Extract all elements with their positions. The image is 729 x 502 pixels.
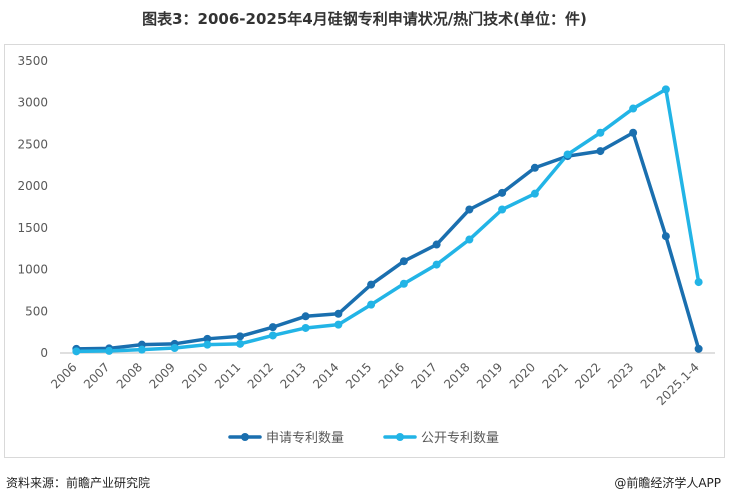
- series-1-point: [203, 334, 212, 343]
- y-tick-label: 3000: [17, 96, 48, 110]
- series-1-point: [432, 240, 441, 249]
- series-1-point: [367, 280, 376, 289]
- x-tick-label: 2018: [441, 360, 472, 391]
- series-2-point: [694, 278, 703, 287]
- series-layer: [72, 85, 703, 356]
- source-note: 资料来源：前瞻产业研究院: [6, 476, 151, 490]
- x-tick-label: 2011: [212, 360, 243, 391]
- series-1-point: [629, 128, 638, 137]
- series-1-point: [661, 232, 670, 241]
- y-tick-label: 2000: [17, 179, 48, 193]
- series-2-point: [170, 343, 179, 352]
- y-tick-label: 0: [40, 346, 48, 360]
- y-tick-label: 500: [25, 304, 48, 318]
- series-2-point: [301, 323, 310, 332]
- y-tick-label: 2500: [17, 137, 48, 151]
- series-2-point: [137, 345, 146, 354]
- series-2-point: [72, 347, 81, 356]
- series-2-point: [629, 104, 638, 113]
- legend-swatch-marker: [241, 433, 249, 441]
- x-tick-label: 2022: [572, 360, 603, 391]
- series-1-point: [334, 309, 343, 318]
- legend-label: 申请专利数量: [266, 431, 344, 446]
- x-tick-label: 2016: [376, 360, 407, 391]
- series-2-point: [432, 260, 441, 269]
- x-tick-label: 2017: [408, 360, 439, 391]
- series-1-point: [465, 205, 474, 214]
- series-2-point: [236, 339, 245, 348]
- x-tick-label: 2023: [605, 360, 636, 391]
- x-tick-label: 2013: [277, 360, 308, 391]
- y-tick-label: 3500: [17, 54, 48, 68]
- brand-note: @前瞻经济学人APP: [614, 476, 721, 490]
- series-2-point: [530, 189, 539, 198]
- series-1-point: [694, 344, 703, 353]
- series-line-2: [74, 87, 701, 354]
- x-tick-label: 2009: [146, 360, 177, 391]
- series-2-point: [334, 320, 343, 329]
- x-tick-label: 2014: [310, 360, 341, 391]
- series-1-point: [530, 163, 539, 172]
- x-tick-label: 2015: [343, 360, 374, 391]
- x-tick-label: 2010: [179, 360, 210, 391]
- series-2-point: [105, 346, 114, 355]
- series-1-point: [268, 323, 277, 332]
- legend-swatch-marker: [396, 433, 404, 441]
- series-2-point: [596, 128, 605, 137]
- x-tick-label: 2008: [114, 360, 145, 391]
- series-1-point: [596, 147, 605, 156]
- series-2-point: [661, 85, 670, 94]
- chart-title: 图表3：2006-2025年4月硅钢专利申请状况/热门技术(单位：件): [142, 10, 587, 28]
- x-tick-label: 2012: [245, 360, 276, 391]
- y-tick-label: 1500: [17, 221, 48, 235]
- legend: 申请专利数量 公开专利数量: [228, 431, 499, 446]
- series-line-1: [74, 130, 701, 351]
- series-1-point: [399, 257, 408, 266]
- series-2-point: [498, 205, 507, 214]
- series-1-point: [301, 312, 310, 321]
- series-2-point: [563, 150, 572, 159]
- series-1-point: [498, 188, 507, 197]
- series-2-point: [465, 235, 474, 244]
- series-2-point: [268, 331, 277, 340]
- series-2-point: [367, 300, 376, 309]
- series-2-point: [203, 340, 212, 349]
- x-tick-label: 2006: [48, 360, 79, 391]
- series-2-point: [399, 279, 408, 288]
- x-tick-label: 2020: [507, 360, 538, 391]
- x-tick-label: 2007: [81, 360, 112, 391]
- x-tick-label: 2021: [539, 360, 570, 391]
- y-tick-label: 1000: [17, 263, 48, 277]
- chart-frame: 0 500 1000 1500 2000 2500 3000 3500 2006 2007 200…: [4, 44, 725, 458]
- x-tick-label: 2019: [474, 360, 505, 391]
- x-axis: 2006 2007 2008 2009 2010 2011 2012 2013 2014 2015…: [48, 352, 715, 408]
- legend-label: 公开专利数量: [421, 431, 499, 446]
- y-axis-labels: 0 500 1000 1500 2000 2500 3000 3500: [17, 54, 48, 360]
- series-1-point: [236, 332, 245, 341]
